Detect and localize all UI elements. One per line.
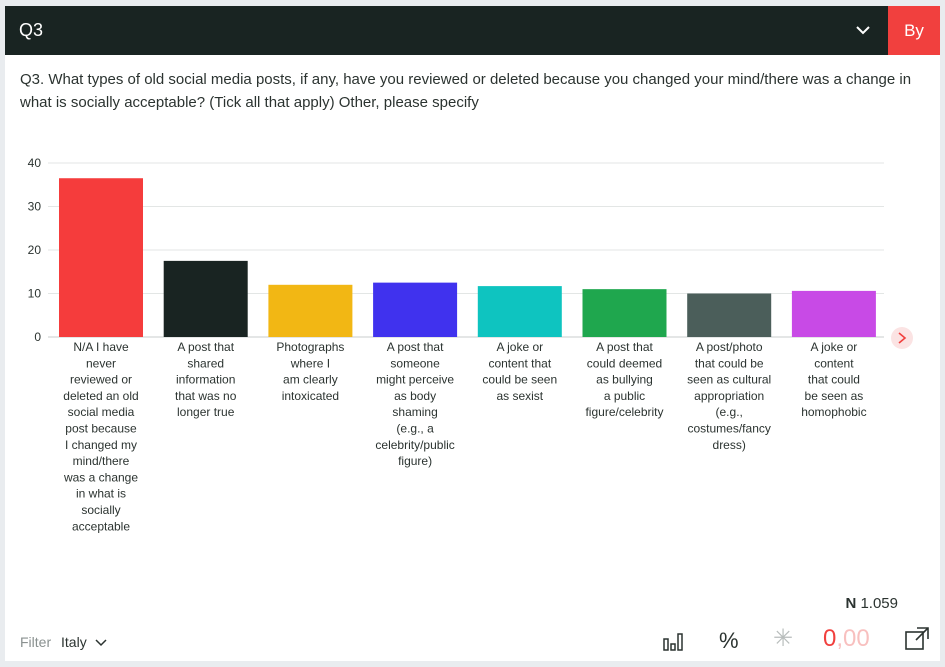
filter-control[interactable]: Filter Italy [20, 634, 107, 650]
x-tick-label: N/A I have never reviewed or deleted an old… [63, 340, 139, 533]
y-tick-label: 20 [28, 243, 42, 257]
x-tick-label: A joke or content that could be seen as sex… [482, 340, 557, 403]
bar [791, 290, 876, 337]
by-button[interactable]: By [888, 6, 940, 55]
percent-toggle[interactable]: % [719, 628, 739, 653]
bar [163, 260, 248, 337]
decimals-main: 0 [823, 625, 837, 652]
decimals-control[interactable]: 0,00 [823, 625, 870, 653]
bar-chart: 0 10 20 30 40 N/A I have never reviewed or delet… [28, 156, 913, 533]
sample-size-prefix: N [845, 595, 857, 612]
filter-label: Filter [20, 634, 52, 650]
x-tick-label: A post that shared information that was no l… [175, 340, 237, 419]
chevron-right-icon [898, 332, 907, 344]
external-link-icon[interactable] [904, 626, 930, 652]
decimals-rest: ,00 [836, 625, 870, 652]
x-tick-label: A post/photo that could be seen as cultura… [687, 340, 771, 452]
chevron-down-icon [95, 639, 107, 647]
y-tick-label: 10 [28, 287, 42, 301]
chart-card: Q3 By Q3. What types of old social media… [5, 6, 940, 661]
bar [687, 293, 772, 337]
bar [477, 286, 562, 337]
x-tick-label: A post that someone might perceive as body s… [375, 340, 454, 468]
asterisk-icon[interactable]: ✳ [773, 625, 794, 652]
x-tick-label: A joke or content that could be seen as homo… [801, 340, 866, 419]
question-title: Q3 [19, 20, 44, 40]
question-text: Q3. What types of old social media posts… [20, 71, 912, 111]
chevron-down-icon[interactable] [855, 22, 871, 38]
filter-value: Italy [61, 634, 87, 650]
y-tick-label: 40 [28, 156, 42, 170]
card-header: Q3 By [5, 6, 940, 55]
bar [582, 289, 667, 337]
bar [59, 178, 143, 337]
y-tick-label: 30 [28, 200, 42, 214]
bar [373, 282, 458, 337]
sample-size-value: 1.059 [860, 595, 898, 612]
bar-chart-icon[interactable] [662, 630, 684, 652]
x-tick-label: A post that could deemed as bullying a publ… [585, 340, 663, 419]
sample-size: N 1.059 [845, 595, 898, 612]
bar [268, 284, 353, 337]
y-tick-label: 0 [34, 330, 41, 344]
scroll-right-button[interactable] [891, 327, 913, 349]
